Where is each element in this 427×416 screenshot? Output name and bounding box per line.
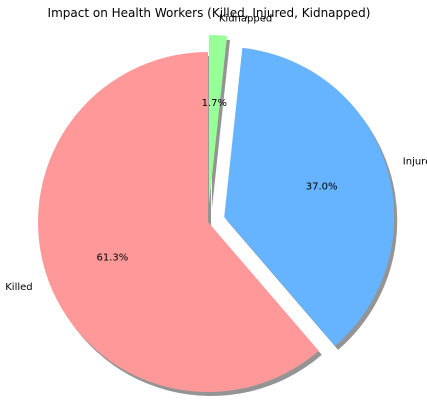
slice-injured xyxy=(224,47,395,346)
pie-slices xyxy=(38,35,395,392)
slice-kidnapped xyxy=(208,35,228,206)
slice-label-kidnapped: Kidnapped xyxy=(219,13,272,24)
chart-title: Impact on Health Workers (Killed, Injure… xyxy=(48,6,371,20)
slice-label-killed: Killed xyxy=(5,282,32,293)
slice-label-injured: Injured xyxy=(403,156,427,167)
slice-percent-killed: 61.3% xyxy=(96,252,128,263)
slice-labels: Killed 61.3% Injured 37.0% Kidnapped 1.7% xyxy=(5,13,427,293)
slice-percent-injured: 37.0% xyxy=(306,182,338,193)
slice-killed xyxy=(38,52,319,392)
slice-percent-kidnapped: 1.7% xyxy=(202,98,227,109)
